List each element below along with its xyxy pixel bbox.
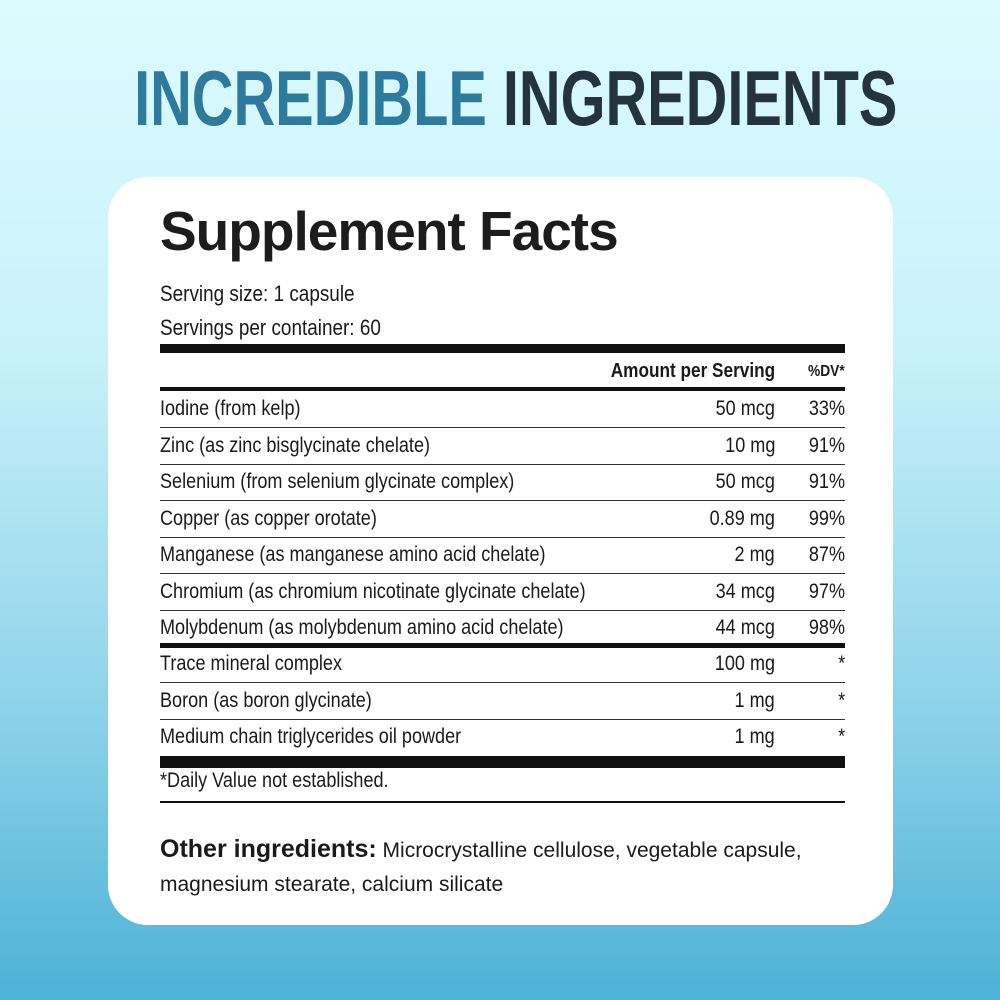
ingredient-name: Trace mineral complex xyxy=(160,652,342,675)
servings-per-container: Servings per container: 60 xyxy=(160,315,381,340)
headline-part1: INCREDIBLE xyxy=(134,54,487,142)
ingredient-name: Iodine (from kelp) xyxy=(160,397,301,420)
other-ingredients: Other ingredients: Microcrystalline cell… xyxy=(160,832,860,902)
ingredient-amount: 50 mcg xyxy=(715,397,775,420)
ingredient-dv: 33% xyxy=(808,397,845,420)
ingredient-amount: 44 mcg xyxy=(715,616,775,639)
other-text: Microcrystalline cellulose, vegetable ca… xyxy=(160,839,802,896)
ingredient-name: Molybdenum (as molybdenum amino acid che… xyxy=(160,616,564,639)
divider-thin xyxy=(160,801,845,803)
ingredient-name: Chromium (as chromium nicotinate glycina… xyxy=(160,579,586,603)
ingredient-amount: 1 mg xyxy=(734,725,775,748)
ingredient-amount: 10 mg xyxy=(724,433,775,457)
ingredient-dv: * xyxy=(837,652,845,675)
table-row: Zinc (as zinc bisglycinate chelate) 10 mg… xyxy=(160,429,845,465)
ingredient-amount: 100 mg xyxy=(714,652,775,675)
ingredient-name: Medium chain triglycerides oil powder xyxy=(160,725,462,748)
divider-medium xyxy=(160,643,845,648)
ingredient-name: Manganese (as manganese amino acid chela… xyxy=(160,543,546,566)
ingredient-amount: 0.89 mg xyxy=(709,506,775,530)
divider-thick xyxy=(160,756,845,768)
ingredient-dv: 97% xyxy=(808,579,845,603)
other-label: Other ingredients: xyxy=(160,835,377,863)
table-row: Copper (as copper orotate) 0.89 mg 99% xyxy=(160,502,845,538)
ingredient-name: Selenium (from selenium glycinate comple… xyxy=(160,470,515,493)
ingredient-amount: 1 mg xyxy=(734,688,775,712)
divider-medium xyxy=(160,387,845,391)
ingredient-name: Boron (as boron glycinate) xyxy=(160,688,372,712)
ingredient-dv: 91% xyxy=(808,433,845,457)
table-row: Trace mineral complex 100 mg * xyxy=(160,647,845,683)
table-header: Amount per Serving %DV* xyxy=(160,360,845,388)
ingredient-dv: * xyxy=(837,725,845,748)
divider-thick xyxy=(160,344,845,353)
ingredient-dv: 87% xyxy=(808,543,845,566)
ingredient-name: Zinc (as zinc bisglycinate chelate) xyxy=(160,433,431,457)
serving-size: Serving size: 1 capsule xyxy=(160,281,355,306)
table-row: Iodine (from kelp) 50 mcg 33% xyxy=(160,392,845,428)
ingredient-name: Copper (as copper orotate) xyxy=(160,506,377,530)
dv-header: %DV* xyxy=(808,363,845,380)
ingredient-amount: 2 mg xyxy=(734,543,775,566)
ingredient-dv: 91% xyxy=(808,470,845,493)
ingredient-dv: 99% xyxy=(808,506,845,530)
ingredient-amount: 50 mcg xyxy=(715,470,775,493)
table-row: Boron (as boron glycinate) 1 mg * xyxy=(160,684,845,720)
headline-part2: INGREDIENTS xyxy=(502,54,898,142)
amount-header: Amount per Serving xyxy=(610,360,775,382)
table-row: Molybdenum (as molybdenum amino acid che… xyxy=(160,611,845,647)
ingredient-amount: 34 mcg xyxy=(715,579,775,603)
table-row: Manganese (as manganese amino acid chela… xyxy=(160,538,845,574)
facts-title: Supplement Facts xyxy=(160,200,619,262)
table-row: Selenium (from selenium glycinate comple… xyxy=(160,465,845,501)
supplement-facts-card: Supplement Facts Serving size: 1 capsule… xyxy=(108,177,893,925)
ingredient-dv: * xyxy=(837,688,845,712)
table-row: Chromium (as chromium nicotinate glycina… xyxy=(160,575,845,611)
ingredient-dv: 98% xyxy=(808,616,845,639)
footnote: *Daily Value not established. xyxy=(160,769,389,792)
headline: INCREDIBLE INGREDIENTS xyxy=(0,58,1000,138)
table-row: Medium chain triglycerides oil powder 1 m… xyxy=(160,720,845,756)
